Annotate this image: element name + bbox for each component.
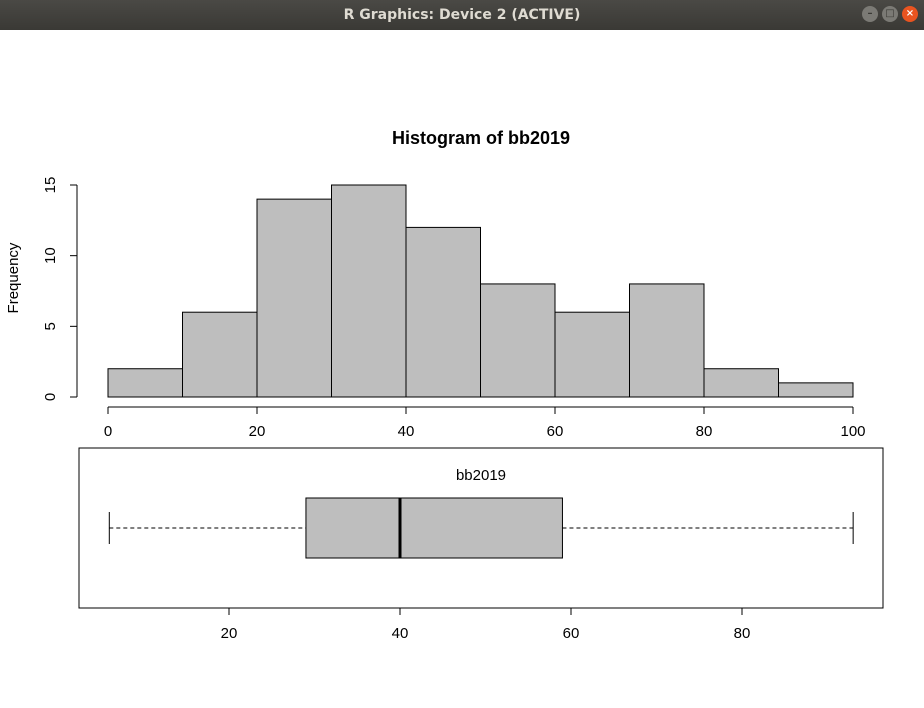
minimize-icon[interactable]: – xyxy=(862,6,878,22)
close-icon[interactable]: × xyxy=(902,6,918,22)
x-tick-label: 60 xyxy=(547,423,564,440)
window-titlebar[interactable]: R Graphics: Device 2 (ACTIVE) – □ × xyxy=(0,0,924,30)
boxplot-x-tick-label: 20 xyxy=(221,625,238,642)
chart-title: Histogram of bb2019 xyxy=(392,128,570,148)
boxplot-x-tick-label: 40 xyxy=(392,625,409,642)
x-tick-label: 20 xyxy=(249,423,266,440)
boxplot: bb2019 20 40 60 80 xyxy=(79,448,883,642)
histogram-bar xyxy=(704,369,779,397)
boxplot-x-tick-label: 80 xyxy=(734,625,751,642)
boxplot-title: bb2019 xyxy=(456,467,506,484)
histogram-bar xyxy=(257,199,332,397)
x-tick-label: 100 xyxy=(840,423,865,440)
y-tick-label: 0 xyxy=(42,393,59,401)
y-tick-label: 10 xyxy=(42,247,59,264)
window-controls: – □ × xyxy=(862,6,918,22)
histogram: Histogram of bb2019 Frequency 0 20 40 60 80 1… xyxy=(5,128,866,440)
histogram-bar xyxy=(630,284,705,397)
y-tick-label: 5 xyxy=(42,322,59,330)
histogram-bar xyxy=(108,369,183,397)
boxplot-x-tick-label: 60 xyxy=(563,625,580,642)
y-axis-label: Frequency xyxy=(5,242,22,313)
histogram-bar xyxy=(406,227,481,397)
histogram-bar xyxy=(183,312,258,397)
histogram-bar xyxy=(779,383,854,397)
histogram-bar xyxy=(332,185,407,397)
maximize-icon[interactable]: □ xyxy=(882,6,898,22)
boxplot-box xyxy=(306,498,563,558)
x-tick-label: 40 xyxy=(398,423,415,440)
plot-area: Histogram of bb2019 Frequency 0 20 40 60 80 1… xyxy=(0,30,924,708)
x-tick-label: 80 xyxy=(696,423,713,440)
x-tick-label: 0 xyxy=(104,423,112,440)
window-title: R Graphics: Device 2 (ACTIVE) xyxy=(344,7,581,23)
histogram-bar xyxy=(555,312,630,397)
chart-canvas: Histogram of bb2019 Frequency 0 20 40 60 80 1… xyxy=(0,30,924,708)
y-tick-label: 15 xyxy=(42,177,59,194)
histogram-bar xyxy=(481,284,556,397)
